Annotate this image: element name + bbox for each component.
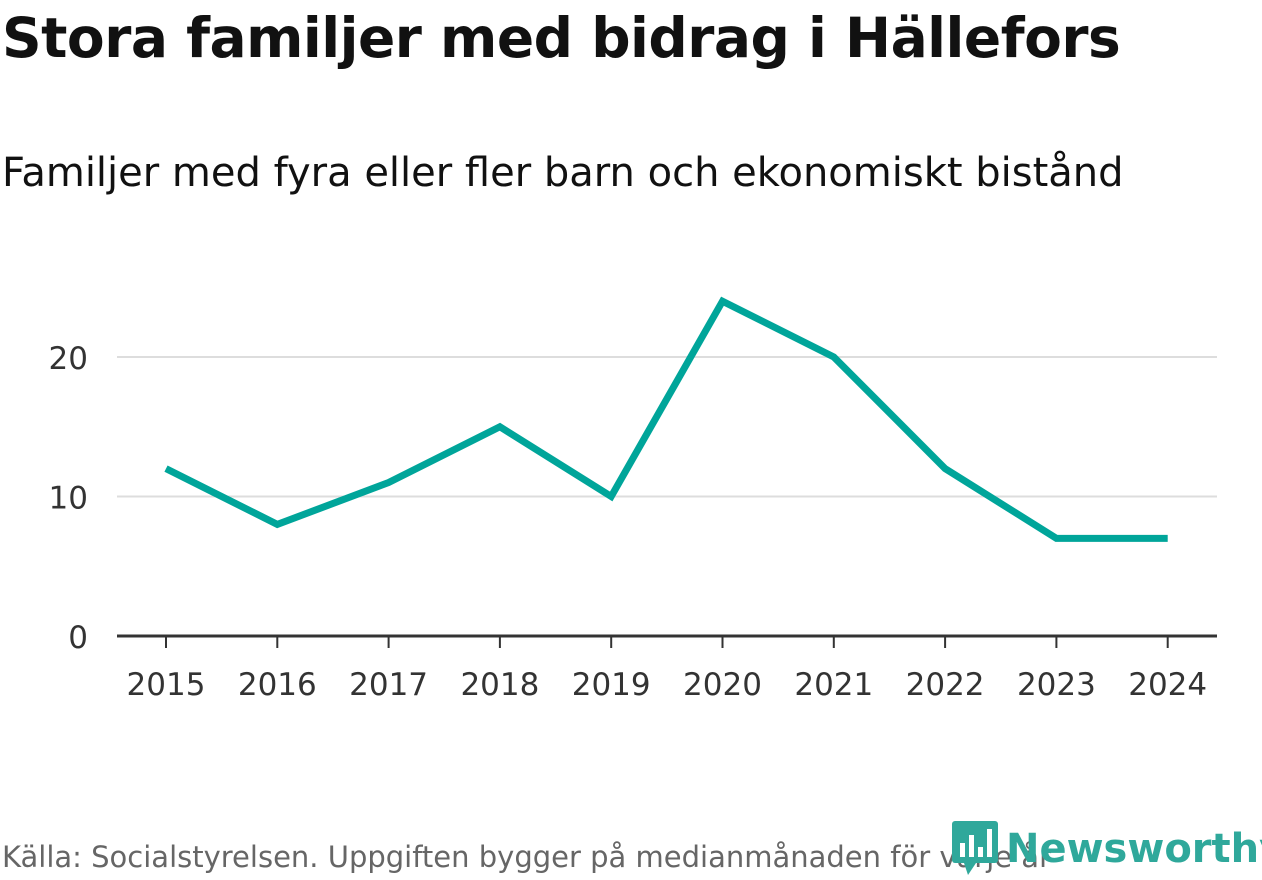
x-tick-label-2019: 2019 [572,667,651,703]
y-tick-label-20: 20 [49,341,88,377]
line-chart: 0 10 20 2015 2016 2017 2018 2019 2020 2021 2022 202… [0,0,1262,800]
brand-name: Newsworthy [1006,826,1262,872]
newsworthy-logo-icon [950,819,1000,879]
x-tick-label-2021: 2021 [794,667,873,703]
source-note: Källa: Socialstyrelsen. Uppgiften bygger… [2,840,1051,874]
series-line-0 [166,301,1168,538]
x-tick-label-2024: 2024 [1128,667,1207,703]
x-tick-label-2016: 2016 [238,667,317,703]
x-tick-label-2023: 2023 [1017,667,1096,703]
x-tick-label-2020: 2020 [683,667,762,703]
y-tick-label-10: 10 [49,481,88,517]
x-tick-label-2018: 2018 [460,667,539,703]
x-tick-label-2022: 2022 [906,667,985,703]
x-tick-label-2017: 2017 [349,667,428,703]
x-tick-label-2015: 2015 [127,667,206,703]
brand-logo: Newsworthy [950,818,1262,880]
y-tick-label-0: 0 [68,620,88,656]
